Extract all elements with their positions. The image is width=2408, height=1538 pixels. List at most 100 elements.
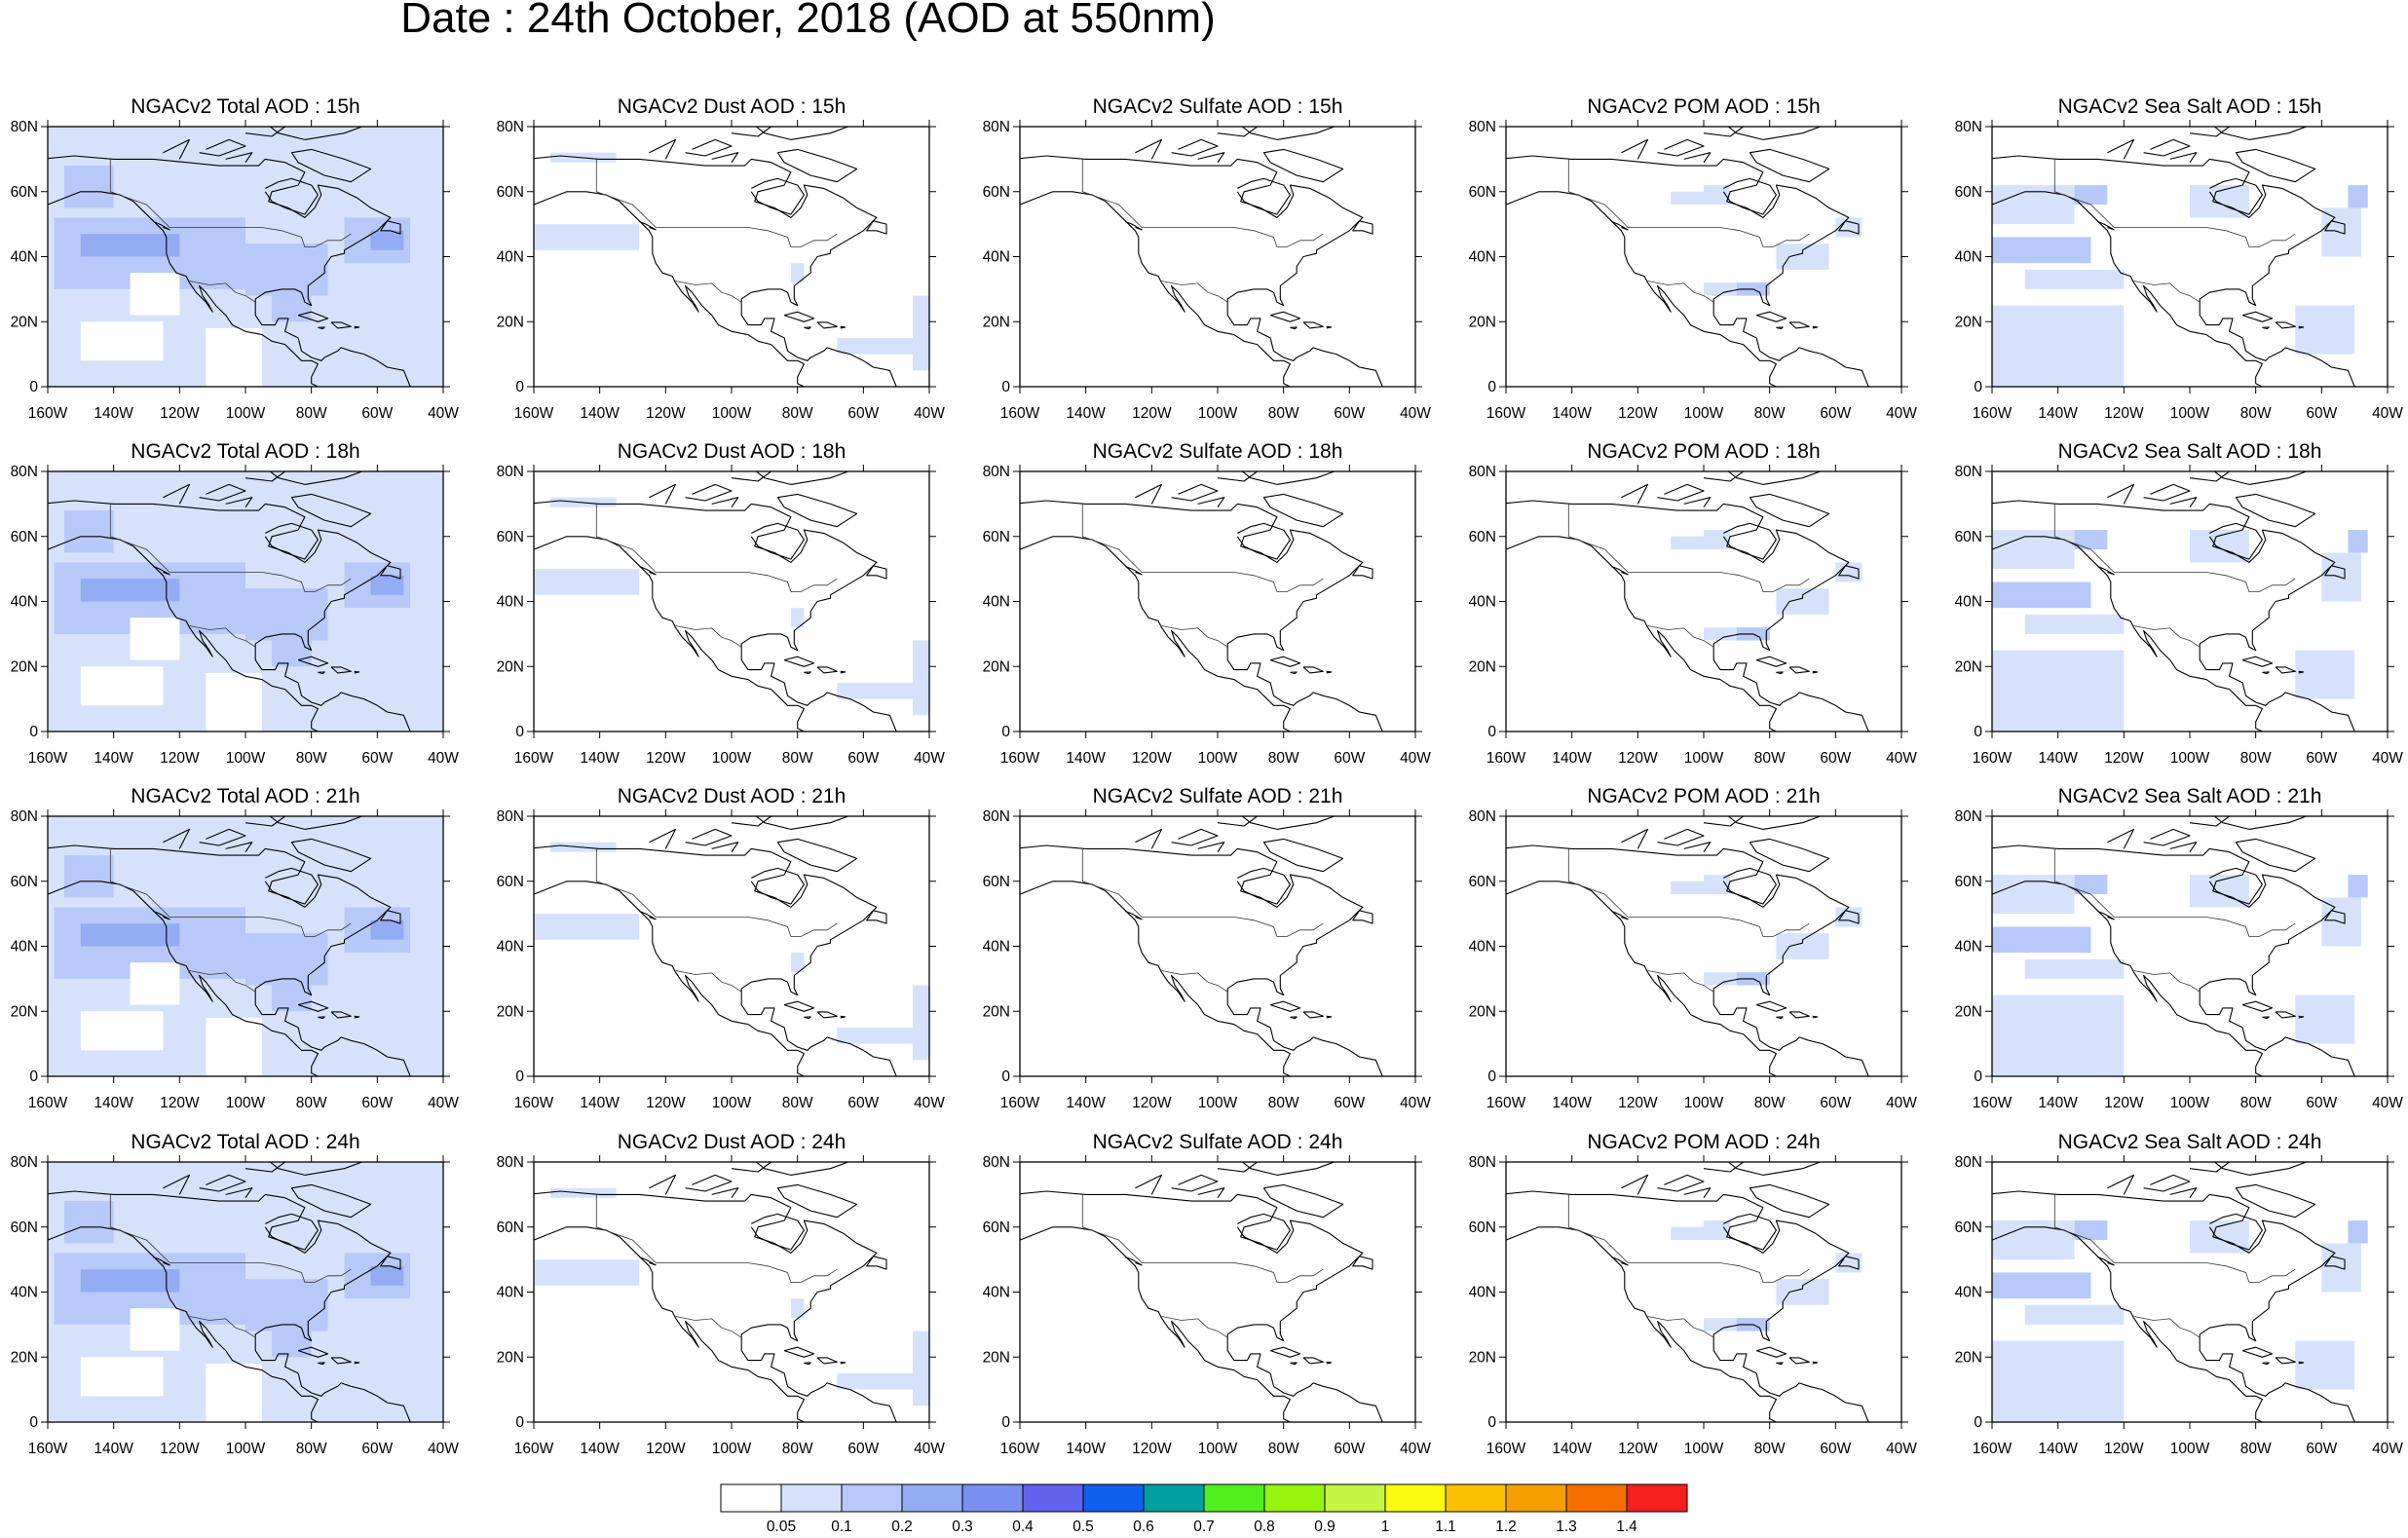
lat-label: 60N — [11, 874, 38, 890]
aod-shading — [130, 962, 180, 1005]
lon-label: 140W — [1552, 405, 1592, 422]
island-outline — [1135, 138, 1163, 160]
island-outline — [1812, 325, 1819, 329]
island-outline — [1788, 1011, 1810, 1019]
lat-label: 60N — [1955, 184, 1982, 201]
aod-shading — [790, 953, 805, 973]
country-border — [2053, 159, 2296, 247]
lat-label: 80N — [983, 808, 1010, 825]
lon-label: 80W — [1268, 1441, 1299, 1457]
lat-label: 80N — [1955, 1154, 1982, 1171]
island-outline — [380, 1256, 401, 1270]
country-border — [1567, 1194, 1810, 1283]
lon-label: 120W — [2104, 750, 2144, 767]
island-outline — [1290, 1016, 1298, 1020]
lon-label: 160W — [514, 405, 554, 422]
lon-label: 60W — [1334, 405, 1365, 422]
island-outline — [1262, 493, 1344, 528]
map-background — [1506, 816, 1901, 1076]
island-outline — [1269, 1000, 1301, 1012]
coastline — [1992, 1226, 2263, 1422]
colorbar-swatch — [720, 1483, 782, 1513]
aod-shading — [206, 1017, 262, 1076]
island-outline — [2298, 1361, 2305, 1365]
island-outline — [816, 1357, 838, 1365]
country-border — [2053, 504, 2296, 592]
lon-label: 120W — [1132, 750, 1172, 767]
island-outline — [1788, 321, 1810, 329]
aod-shading — [245, 588, 328, 641]
lon-label: 160W — [514, 1095, 554, 1111]
lon-label: 80W — [296, 1095, 327, 1111]
island-outline — [354, 670, 360, 674]
island-outline — [804, 1016, 811, 1020]
lon-label: 40W — [428, 1095, 459, 1111]
lat-label: 20N — [11, 658, 38, 675]
aod-shading — [2074, 185, 2108, 206]
coastline — [264, 177, 319, 215]
map-panel-total-24h: 0 20N 40N 60N 80N 160W 140W 120W 100W 80W 60W 40W NG… — [11, 1131, 460, 1457]
island-outline — [354, 1361, 360, 1365]
aod-shading — [837, 1027, 914, 1044]
coastline — [1992, 500, 2355, 731]
island-outline — [816, 321, 838, 329]
lat-label: 0 — [1001, 724, 1010, 740]
island-outline — [816, 1011, 838, 1019]
lat-label: 60N — [1955, 529, 1982, 545]
coastline — [1020, 1190, 1383, 1422]
lon-label: 120W — [1132, 405, 1172, 422]
island-outline — [804, 671, 811, 675]
aod-shading — [1992, 1272, 2091, 1299]
country-border — [2133, 1316, 2201, 1338]
map-panel-total-21h: 0 20N 40N 60N 80N 160W 140W 120W 100W 80W 60W 40W NG… — [11, 785, 460, 1111]
aod-shading — [80, 579, 180, 602]
coastline — [48, 881, 319, 1076]
island-outline — [163, 138, 191, 160]
island-outline — [380, 220, 401, 235]
lat-label: 0 — [29, 379, 38, 395]
map-panel-total-18h: 0 20N 40N 60N 80N 160W 140W 120W 100W 80W 60W 40W NG… — [11, 440, 460, 767]
lon-label: 160W — [1000, 1095, 1040, 1111]
lat-label: 40N — [497, 249, 524, 266]
aod-shading — [1992, 530, 2075, 570]
lat-label: 20N — [1955, 1003, 1982, 1020]
panel-title: NGACv2 Sulfate AOD : 15h — [1093, 95, 1343, 118]
country-border — [1081, 504, 1324, 592]
aod-shading — [1992, 305, 2125, 387]
lon-label: 80W — [296, 405, 327, 422]
aod-shading — [837, 337, 914, 355]
lon-label: 100W — [2170, 405, 2210, 422]
lat-label: 60N — [11, 184, 38, 201]
lat-label: 20N — [11, 314, 38, 330]
lon-label: 120W — [1618, 750, 1658, 767]
coastline — [1506, 844, 1869, 1076]
coastline — [534, 500, 897, 731]
lon-label: 100W — [1198, 405, 1238, 422]
coastline — [1020, 844, 1383, 1076]
lon-label: 120W — [1618, 1441, 1658, 1457]
aod-shading — [1671, 536, 1704, 550]
aod-shading — [1704, 875, 1731, 895]
colorbar-label: 0.5 — [1072, 1519, 1094, 1535]
island-outline — [1125, 565, 1143, 576]
panel-title: NGACv2 Total AOD : 18h — [131, 440, 359, 463]
lon-label: 160W — [28, 1441, 68, 1457]
aod-shading — [130, 273, 180, 316]
island-outline — [1197, 152, 1225, 164]
lon-label: 40W — [914, 405, 945, 422]
panel-title: NGACv2 Dust AOD : 21h — [618, 785, 847, 807]
aod-shading — [1704, 530, 1731, 550]
island-outline — [290, 838, 372, 873]
lon-label: 160W — [1486, 1441, 1526, 1457]
lat-label: 0 — [515, 724, 524, 740]
island-outline — [318, 1016, 325, 1020]
island-outline — [153, 910, 170, 920]
lon-label: 120W — [646, 750, 686, 767]
lat-label: 40N — [11, 594, 38, 611]
island-outline — [1776, 1016, 1784, 1020]
aod-shading — [63, 855, 114, 898]
coastline — [1506, 155, 1869, 387]
colorbar-label: 1.1 — [1435, 1519, 1456, 1535]
lon-label: 80W — [2240, 1095, 2272, 1111]
lat-label: 40N — [1955, 1285, 1982, 1301]
